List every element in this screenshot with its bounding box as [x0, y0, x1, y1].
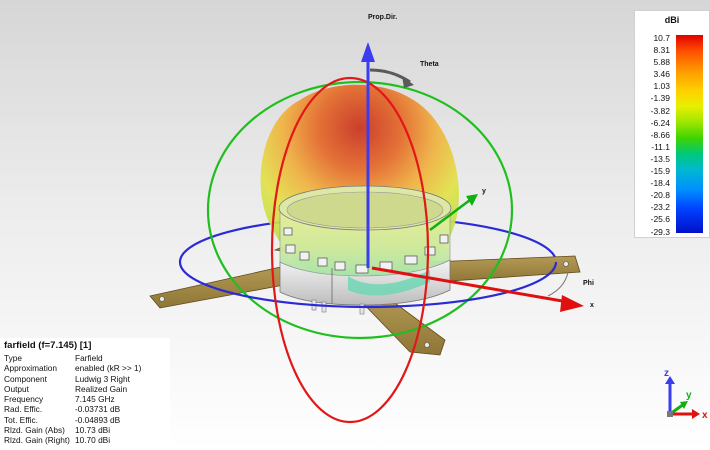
colorbar-tick: -8.66	[650, 129, 670, 140]
info-row: Component Ludwig 3 Right	[3, 374, 141, 384]
info-value: 10.73 dBi	[75, 425, 111, 436]
info-value: 10.70 dBi	[75, 435, 111, 446]
info-key: Output	[4, 383, 29, 394]
phi-label: Phi	[583, 280, 594, 287]
colorbar-tick: -29.3	[650, 226, 670, 237]
y-axis-arrow	[429, 199, 471, 231]
info-key: Rlzd. Gain (Abs)	[4, 425, 65, 436]
info-table: Type Farfield Approximation enabled (kR >>…	[3, 353, 141, 446]
colorbar-tick: -18.4	[650, 178, 670, 189]
colorbar-tick: 8.31	[653, 45, 670, 56]
colorbar-tick: 1.03	[653, 81, 670, 92]
triad-x-label: x	[702, 410, 708, 421]
colorbar-tick: -11.1	[651, 141, 670, 152]
info-title: farfield (f=7.145) [1]	[4, 340, 92, 351]
colorbar-tick: -15.9	[650, 166, 670, 177]
info-row: Rlzd. Gain (Right) 10.70 dBi	[3, 435, 141, 445]
info-key: Component	[4, 373, 47, 384]
info-key: Tot. Effic.	[4, 414, 38, 425]
info-value: Realized Gain	[75, 383, 128, 394]
info-row: Rad. Effic. -0.03731 dB	[3, 404, 141, 414]
colorbar-tick: -13.5	[650, 153, 670, 164]
info-key: Approximation	[4, 363, 58, 374]
triad-y-label: y	[686, 390, 692, 401]
blue-ring-front	[178, 261, 558, 309]
red-ring	[270, 76, 430, 424]
info-key: Type	[4, 353, 22, 363]
x-axis-arrow	[371, 266, 569, 304]
info-value: enabled (kR >> 1)	[75, 363, 142, 374]
farfield-info-panel: farfield (f=7.145) [1] Type Farfield Appr…	[0, 338, 170, 450]
theta-label: Theta	[420, 61, 439, 68]
antenna-housing	[278, 185, 452, 315]
phi-arc	[547, 271, 569, 297]
colorbar-tick: -6.24	[650, 117, 670, 128]
colorbar-tick: 5.88	[653, 57, 670, 68]
info-key: Rlzd. Gain (Right)	[4, 435, 70, 446]
info-row: Frequency 7.145 GHz	[3, 394, 141, 404]
info-key: Frequency	[4, 394, 44, 405]
color-scale-legend: dBi 10.7 8.31 5.88 3.46 1.03 -1.39 -3.82…	[634, 10, 710, 238]
colorbar-tick: -20.8	[650, 190, 670, 201]
y-axis-label: y	[482, 188, 486, 195]
colorbar-tick: 10.7	[653, 33, 670, 43]
info-row: Output Realized Gain	[3, 384, 141, 394]
colorbar-gradient	[676, 35, 703, 233]
prop-dir-label: Prop.Dir.	[368, 14, 398, 21]
colorbar-tick: -3.82	[650, 105, 670, 116]
green-ring-front	[206, 209, 514, 340]
colorbar-tick: -23.2	[650, 202, 670, 213]
colorbar-tick: -1.39	[650, 93, 670, 104]
colorbar-ticks: 10.7 8.31 5.88 3.46 1.03 -1.39 -3.82 -6.…	[635, 32, 672, 238]
triad-z-label: z	[664, 368, 669, 379]
info-row: Approximation enabled (kR >> 1)	[3, 363, 141, 373]
info-value: -0.03731 dB	[75, 404, 121, 415]
info-value: Ludwig 3 Right	[75, 373, 130, 384]
info-row: Rlzd. Gain (Abs) 10.73 dBi	[3, 425, 141, 435]
info-key: Rad. Effic.	[4, 404, 43, 415]
info-row: Type Farfield	[3, 353, 141, 363]
info-row: Tot. Effic. -0.04893 dB	[3, 415, 141, 425]
axes-triad: z y x	[664, 368, 708, 421]
x-axis-label: x	[590, 302, 594, 309]
green-ring-back	[206, 80, 514, 211]
colorbar-tick: 3.46	[653, 69, 670, 80]
info-value: Farfield	[75, 353, 103, 363]
info-value: 7.145 GHz	[75, 394, 115, 405]
info-value: -0.04893 dB	[75, 414, 121, 425]
colorbar-unit: dBi	[664, 15, 680, 25]
colorbar-tick: -25.6	[650, 214, 670, 225]
